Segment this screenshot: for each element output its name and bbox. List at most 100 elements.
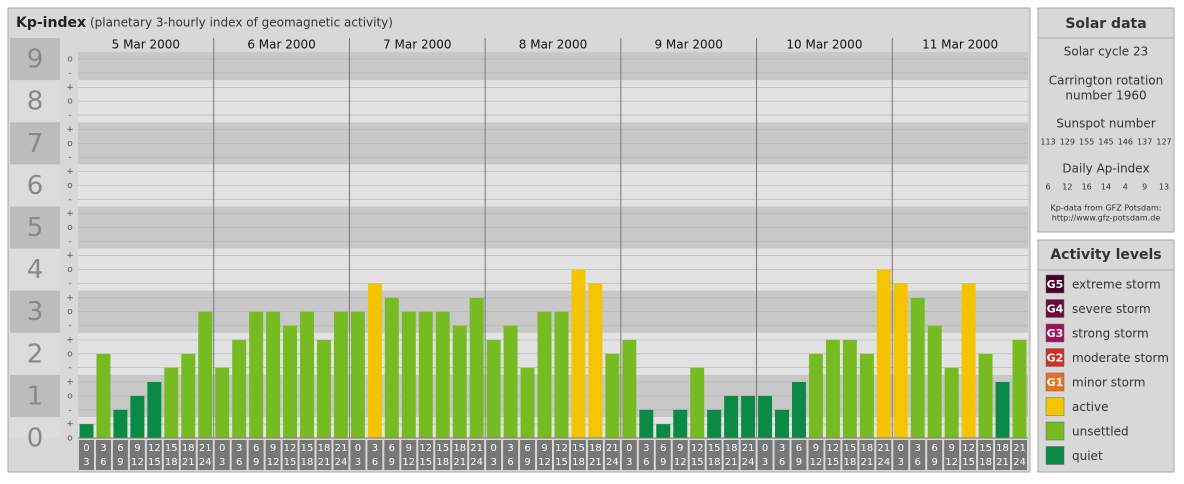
axis-band (10, 248, 60, 291)
bar (876, 269, 891, 438)
bar (300, 311, 314, 438)
slot-end: 12 (538, 457, 551, 468)
slot-end: 21 (318, 457, 331, 468)
slot-box (384, 440, 400, 470)
ap-values: 4 (1123, 183, 1128, 192)
legend-badge: G2 (1047, 352, 1064, 365)
slot-end: 24 (1013, 457, 1026, 468)
y-minor-label: o (67, 307, 73, 317)
slot-box (859, 440, 875, 470)
panel-title: Activity levels (1050, 247, 1161, 263)
bar (690, 367, 705, 438)
slot-box (163, 440, 179, 470)
y-minor-label: - (68, 279, 71, 289)
slot-start: 6 (253, 443, 259, 454)
slot-start: 6 (660, 443, 666, 454)
y-tick-label: 9 (27, 45, 44, 75)
slot-start: 21 (877, 443, 890, 454)
bar (1012, 339, 1027, 438)
bar (910, 297, 925, 438)
y-minor-label: + (66, 293, 74, 303)
y-tick-label: 6 (27, 171, 44, 201)
bar (249, 311, 264, 438)
bar (147, 382, 162, 438)
ap-values: 16 (1082, 183, 1092, 192)
legend-label: unsettled (1072, 425, 1129, 439)
legend-label: strong storm (1072, 327, 1149, 341)
slot-box (520, 440, 536, 470)
sunspot-numbers: 127 (1156, 138, 1171, 147)
bar (333, 311, 348, 438)
axis-band (10, 374, 60, 417)
slot-end: 21 (589, 457, 602, 468)
slot-end: 24 (606, 457, 619, 468)
slot-start: 12 (419, 443, 432, 454)
slot-start: 9 (541, 443, 547, 454)
y-minor-label: o (67, 434, 73, 444)
legend-swatch (1045, 299, 1065, 318)
slot-end: 21 (453, 457, 466, 468)
day-label: 11 Mar 2000 (922, 38, 998, 52)
slot-box (825, 440, 841, 470)
legend-label: quiet (1072, 449, 1103, 463)
slot-start: 12 (691, 443, 704, 454)
slot-start: 9 (677, 443, 683, 454)
bar (842, 339, 857, 438)
slot-start: 0 (762, 443, 768, 454)
slot-box (333, 440, 349, 470)
bar (605, 353, 620, 438)
slot-box (791, 440, 807, 470)
slot-box (401, 440, 417, 470)
slot-end: 9 (253, 457, 259, 468)
y-minor-label: - (68, 195, 71, 205)
day-header (349, 38, 486, 52)
chart-subtitle: (planetary 3-hourly index of geomagnetic… (90, 16, 393, 30)
legend-badge: G1 (1047, 376, 1064, 389)
slot-box (876, 440, 892, 470)
slot-start: 18 (182, 443, 195, 454)
slot-end: 3 (83, 457, 89, 468)
slot-end: 24 (742, 457, 755, 468)
slot-end: 3 (355, 457, 361, 468)
y-minor-label: o (67, 391, 73, 401)
ap-values: 6 (1045, 183, 1050, 192)
slot-start: 9 (813, 443, 819, 454)
y-minor-label: + (66, 251, 74, 261)
slot-end: 9 (117, 457, 123, 468)
y-minor-label: + (66, 420, 74, 430)
slot-end: 18 (165, 457, 178, 468)
sunspot-numbers: 145 (1098, 138, 1113, 147)
bar (775, 409, 789, 438)
y-minor-label: - (68, 153, 71, 163)
slot-start: 3 (779, 443, 785, 454)
slot-box (757, 440, 773, 470)
y-minor-label: - (68, 68, 71, 78)
slot-end: 12 (945, 457, 958, 468)
legend-swatch (1045, 323, 1065, 343)
sunspot-numbers: 137 (1137, 138, 1152, 147)
bar (350, 311, 365, 438)
slot-end: 18 (301, 457, 314, 468)
bar (859, 353, 874, 438)
slot-start: 3 (643, 443, 649, 454)
bar (792, 382, 806, 438)
bar (927, 325, 942, 438)
bar (266, 311, 281, 438)
slot-end: 15 (962, 457, 975, 468)
slot-start: 0 (490, 443, 496, 454)
day-header (756, 38, 893, 52)
slot-box (723, 440, 739, 470)
slot-box (740, 440, 756, 470)
slot-box (265, 440, 281, 470)
chart-title: Kp-index (16, 15, 86, 31)
axis-band (10, 290, 60, 333)
slot-end: 15 (691, 457, 704, 468)
sunspot-numbers: 129 (1060, 138, 1075, 147)
slot-end: 15 (555, 457, 568, 468)
slot-end: 21 (996, 457, 1009, 468)
slot-end: 18 (844, 457, 857, 468)
slot-box (452, 440, 468, 470)
slot-end: 18 (436, 457, 449, 468)
slot-box (604, 440, 620, 470)
